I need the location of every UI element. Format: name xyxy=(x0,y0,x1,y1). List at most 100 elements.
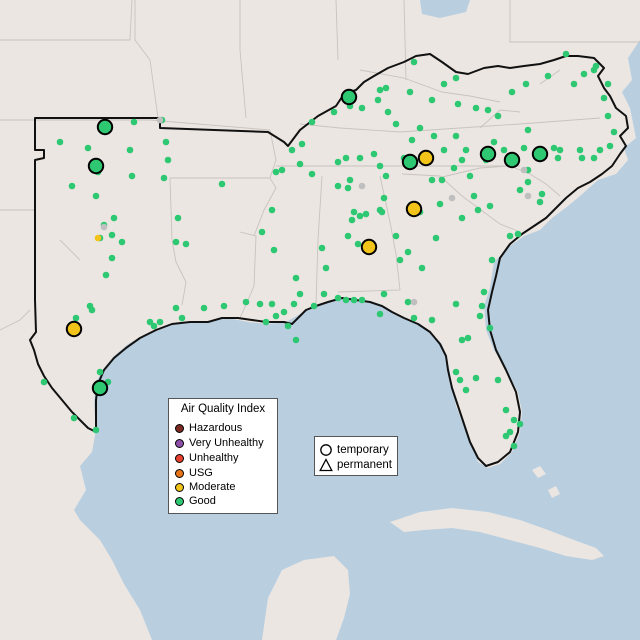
small-monitor-good[interactable] xyxy=(500,146,508,154)
small-monitor-good[interactable] xyxy=(452,300,460,308)
small-monitor-good[interactable] xyxy=(516,186,524,194)
small-monitor-good[interactable] xyxy=(494,112,502,120)
small-monitor-good[interactable] xyxy=(406,88,414,96)
small-monitor-good[interactable] xyxy=(68,182,76,190)
small-monitor-good[interactable] xyxy=(520,144,528,152)
small-monitor-good[interactable] xyxy=(524,126,532,134)
small-monitor-good[interactable] xyxy=(40,378,48,386)
small-monitor-good[interactable] xyxy=(270,246,278,254)
small-monitor-good[interactable] xyxy=(110,214,118,222)
small-monitor-good[interactable] xyxy=(502,432,510,440)
small-monitor-good[interactable] xyxy=(242,298,250,306)
small-monitor-good[interactable] xyxy=(96,368,104,376)
small-monitor-moderate[interactable] xyxy=(94,234,102,242)
small-monitor-good[interactable] xyxy=(440,80,448,88)
small-monitor-good[interactable] xyxy=(272,168,280,176)
small-monitor-good[interactable] xyxy=(472,374,480,382)
small-monitor-good[interactable] xyxy=(292,274,300,282)
small-monitor-good[interactable] xyxy=(538,190,546,198)
small-monitor-good[interactable] xyxy=(344,232,352,240)
small-monitor-good[interactable] xyxy=(342,296,350,304)
small-monitor-no-data[interactable] xyxy=(156,116,164,124)
small-monitor-good[interactable] xyxy=(288,146,296,154)
small-monitor-good[interactable] xyxy=(92,426,100,434)
small-monitor-good[interactable] xyxy=(310,302,318,310)
small-monitor-good[interactable] xyxy=(462,386,470,394)
small-monitor-good[interactable] xyxy=(102,271,110,279)
small-monitor-good[interactable] xyxy=(514,230,522,238)
small-monitor-good[interactable] xyxy=(380,290,388,298)
small-monitor-good[interactable] xyxy=(590,66,598,74)
small-monitor-good[interactable] xyxy=(334,182,342,190)
small-monitor-good[interactable] xyxy=(450,164,458,172)
small-monitor-good[interactable] xyxy=(486,202,494,210)
small-monitor-good[interactable] xyxy=(56,138,64,146)
temporary-monitor-good[interactable] xyxy=(96,118,114,136)
small-monitor-good[interactable] xyxy=(604,112,612,120)
small-monitor-good[interactable] xyxy=(296,160,304,168)
small-monitor-good[interactable] xyxy=(318,244,326,252)
temporary-monitor-moderate[interactable] xyxy=(405,200,423,218)
small-monitor-good[interactable] xyxy=(392,232,400,240)
small-monitor-good[interactable] xyxy=(462,146,470,154)
small-monitor-good[interactable] xyxy=(160,174,168,182)
small-monitor-good[interactable] xyxy=(376,206,384,214)
small-monitor-good[interactable] xyxy=(510,416,518,424)
temporary-monitor-good[interactable] xyxy=(401,153,419,171)
small-monitor-good[interactable] xyxy=(396,256,404,264)
small-monitor-good[interactable] xyxy=(410,314,418,322)
temporary-monitor-good[interactable] xyxy=(91,379,109,397)
small-monitor-good[interactable] xyxy=(92,192,100,200)
small-monitor-good[interactable] xyxy=(298,140,306,148)
small-monitor-good[interactable] xyxy=(556,146,564,154)
small-monitor-good[interactable] xyxy=(410,58,418,66)
small-monitor-good[interactable] xyxy=(272,312,280,320)
small-monitor-good[interactable] xyxy=(506,232,514,240)
small-monitor-good[interactable] xyxy=(118,238,126,246)
small-monitor-good[interactable] xyxy=(150,322,158,330)
small-monitor-good[interactable] xyxy=(506,428,514,436)
small-monitor-good[interactable] xyxy=(486,324,494,332)
temporary-monitor-good[interactable] xyxy=(340,88,358,106)
small-monitor-good[interactable] xyxy=(466,172,474,180)
small-monitor-good[interactable] xyxy=(408,136,416,144)
small-monitor-good[interactable] xyxy=(576,146,584,154)
small-monitor-good[interactable] xyxy=(554,154,562,162)
small-monitor-good[interactable] xyxy=(354,240,362,248)
small-monitor-good[interactable] xyxy=(108,231,116,239)
small-monitor-good[interactable] xyxy=(550,144,558,152)
small-monitor-good[interactable] xyxy=(380,194,388,202)
small-monitor-good[interactable] xyxy=(290,300,298,308)
small-monitor-good[interactable] xyxy=(182,240,190,248)
small-monitor-good[interactable] xyxy=(376,162,384,170)
small-monitor-good[interactable] xyxy=(508,88,516,96)
small-monitor-good[interactable] xyxy=(178,314,186,322)
small-monitor-good[interactable] xyxy=(476,312,484,320)
small-monitor-good[interactable] xyxy=(428,96,436,104)
small-monitor-good[interactable] xyxy=(382,84,390,92)
small-monitor-good[interactable] xyxy=(350,208,358,216)
small-monitor-good[interactable] xyxy=(490,138,498,146)
small-monitor-good[interactable] xyxy=(284,322,292,330)
small-monitor-good[interactable] xyxy=(296,290,304,298)
small-monitor-good[interactable] xyxy=(570,80,578,88)
small-monitor-good[interactable] xyxy=(430,132,438,140)
small-monitor-good[interactable] xyxy=(268,300,276,308)
small-monitor-good[interactable] xyxy=(156,318,164,326)
temporary-monitor-moderate[interactable] xyxy=(65,320,83,338)
small-monitor-good[interactable] xyxy=(502,406,510,414)
small-monitor-good[interactable] xyxy=(164,156,172,164)
small-monitor-good[interactable] xyxy=(358,104,366,112)
small-monitor-good[interactable] xyxy=(478,302,486,310)
small-monitor-good[interactable] xyxy=(604,80,612,88)
small-monitor-good[interactable] xyxy=(488,256,496,264)
small-monitor-good[interactable] xyxy=(522,80,530,88)
small-monitor-good[interactable] xyxy=(458,336,466,344)
small-monitor-good[interactable] xyxy=(370,150,378,158)
small-monitor-good[interactable] xyxy=(438,176,446,184)
small-monitor-good[interactable] xyxy=(130,118,138,126)
small-monitor-good[interactable] xyxy=(562,50,570,58)
small-monitor-good[interactable] xyxy=(362,210,370,218)
small-monitor-no-data[interactable] xyxy=(448,194,456,202)
small-monitor-no-data[interactable] xyxy=(524,192,532,200)
